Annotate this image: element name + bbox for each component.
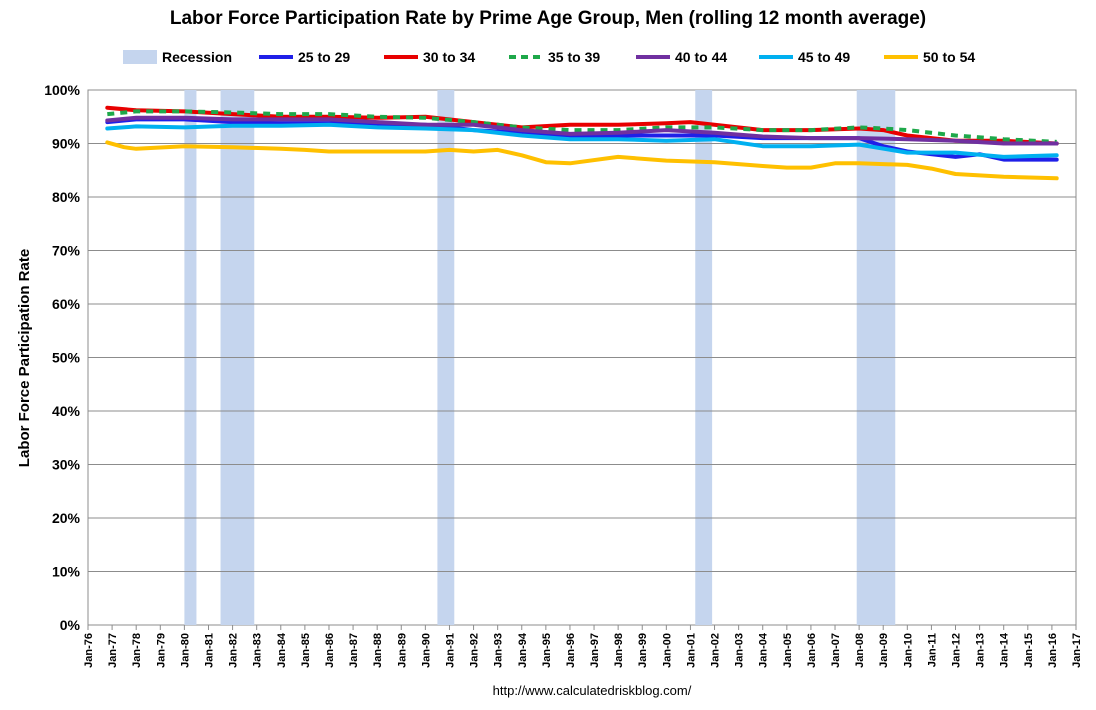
chart-legend: Recession 25 to 29 30 to 34 35 to 39 40 to … — [123, 49, 975, 65]
x-tick-label: Jan-13 — [975, 633, 987, 668]
series-line-25-to-29 — [105, 117, 1059, 162]
x-tick-label: Jan-83 — [252, 633, 264, 668]
series-line-30-to-34 — [105, 105, 1059, 146]
y-tick-label: 40% — [52, 403, 81, 419]
x-tick-label: Jan-80 — [179, 633, 191, 668]
y-tick-label: 50% — [52, 350, 81, 366]
y-axis: 0% 10% 20% 30% 40% 50% 60% 70% 80% 90% 100% — [44, 82, 80, 633]
x-tick-label: Jan-90 — [420, 633, 432, 668]
x-tick-label: Jan-95 — [541, 633, 553, 668]
legend-label-40-to-44: 40 to 44 — [675, 49, 727, 65]
series-line-50-to-54 — [105, 140, 1059, 181]
x-tick-label: Jan-00 — [661, 633, 673, 668]
x-tick-label: Jan-04 — [758, 632, 770, 668]
x-tick-label: Jan-81 — [204, 633, 216, 668]
x-tick-label: Jan-92 — [469, 633, 481, 668]
legend-label-50-to-54: 50 to 54 — [923, 49, 975, 65]
x-tick-label: Jan-07 — [830, 633, 842, 668]
x-tick-label: Jan-14 — [999, 632, 1011, 668]
x-tick-label: Jan-97 — [589, 633, 601, 668]
legend-label-recession: Recession — [162, 49, 232, 65]
x-tick-label: Jan-84 — [276, 632, 288, 668]
legend-label-35-to-39: 35 to 39 — [548, 49, 600, 65]
chart-title: Labor Force Participation Rate by Prime … — [170, 8, 926, 29]
legend-label-45-to-49: 45 to 49 — [798, 49, 850, 65]
x-tick-label: Jan-06 — [806, 633, 818, 668]
x-tick-label: Jan-16 — [1047, 633, 1059, 668]
x-tick-label: Jan-86 — [324, 633, 336, 668]
y-tick-label: 60% — [52, 296, 81, 312]
x-tick-label: Jan-10 — [902, 633, 914, 668]
legend-label-30-to-34: 30 to 34 — [423, 49, 475, 65]
gridlines — [88, 143, 1076, 572]
source-url: http://www.calculatedriskblog.com/ — [493, 683, 692, 698]
series-line-40-to-44 — [105, 115, 1059, 146]
x-tick-label: Jan-09 — [878, 633, 890, 668]
x-axis: Jan-76 Jan-77 Jan-78 Jan-79 Jan-80 Jan-81 Jan-… — [83, 625, 1083, 668]
x-tick-label: Jan-08 — [854, 633, 866, 668]
x-tick-label: Jan-91 — [445, 633, 457, 668]
y-tick-label: 0% — [60, 617, 81, 633]
x-tick-label: Jan-02 — [710, 633, 722, 668]
y-axis-label: Labor Force Participation Rate — [16, 249, 33, 467]
x-tick-label: Jan-77 — [107, 633, 119, 668]
x-tick-label: Jan-89 — [396, 633, 408, 668]
x-tick-label: Jan-94 — [517, 632, 529, 668]
x-tick-label: Jan-12 — [951, 633, 963, 668]
y-tick-label: 90% — [52, 136, 81, 152]
x-tick-label: Jan-15 — [1023, 633, 1035, 668]
x-tick-label: Jan-93 — [493, 633, 505, 668]
x-tick-label: Jan-96 — [565, 633, 577, 668]
x-tick-label: Jan-88 — [372, 633, 384, 668]
series-lines — [105, 105, 1059, 181]
x-tick-label: Jan-87 — [348, 633, 360, 668]
x-tick-label: Jan-78 — [131, 633, 143, 668]
x-tick-label: Jan-85 — [300, 633, 312, 668]
x-tick-label: Jan-98 — [613, 633, 625, 668]
legend-label-25-to-29: 25 to 29 — [298, 49, 350, 65]
x-tick-label: Jan-05 — [782, 633, 794, 668]
y-tick-label: 80% — [52, 189, 81, 205]
x-tick-label: Jan-79 — [155, 633, 167, 668]
x-tick-label: Jan-76 — [83, 633, 95, 668]
series-line-45-to-49 — [105, 122, 1059, 159]
x-tick-label: Jan-82 — [228, 633, 240, 668]
y-tick-label: 70% — [52, 243, 81, 259]
series-line-35-to-39 — [107, 109, 1057, 144]
y-tick-label: 100% — [44, 82, 80, 98]
x-tick-label: Jan-99 — [637, 633, 649, 668]
legend-swatch-recession — [123, 50, 157, 64]
y-tick-label: 20% — [52, 510, 81, 526]
x-tick-label: Jan-17 — [1071, 633, 1083, 668]
x-tick-label: Jan-11 — [926, 633, 938, 667]
x-tick-label: Jan-01 — [685, 633, 697, 668]
y-tick-label: 30% — [52, 457, 81, 473]
y-tick-label: 10% — [52, 564, 81, 580]
x-tick-label: Jan-03 — [734, 633, 746, 668]
